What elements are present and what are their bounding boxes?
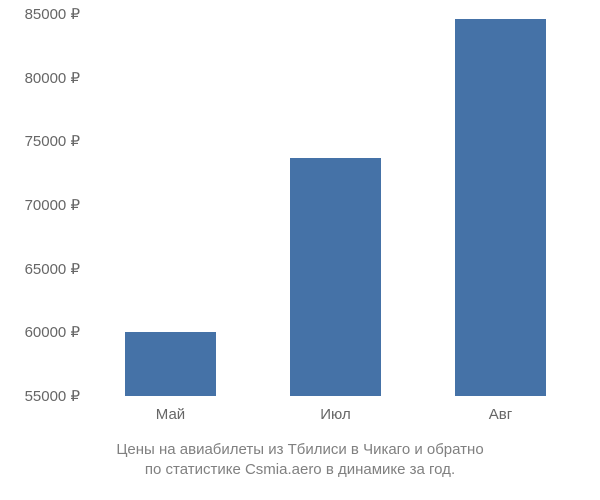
x-tick-label: Май bbox=[156, 396, 185, 423]
y-tick-label: 80000 ₽ bbox=[25, 69, 88, 87]
x-tick-label: Авг bbox=[489, 396, 512, 423]
y-tick-label: 60000 ₽ bbox=[25, 323, 88, 341]
price-chart: 55000 ₽ 60000 ₽ 65000 ₽ 70000 ₽ 75000 ₽ 80000… bbox=[0, 0, 600, 500]
y-tick-label: 85000 ₽ bbox=[25, 5, 88, 23]
y-tick-label: 70000 ₽ bbox=[25, 196, 88, 214]
chart-caption: Цены на авиабилеты из Тбилиси в Чикаго и… bbox=[0, 440, 600, 481]
bar bbox=[125, 332, 216, 396]
x-tick-label: Июл bbox=[320, 396, 350, 423]
plot-area: 55000 ₽60000 ₽65000 ₽70000 ₽75000 ₽80000… bbox=[88, 14, 583, 396]
y-tick-label: 55000 ₽ bbox=[25, 387, 88, 405]
y-tick-label: 65000 ₽ bbox=[25, 260, 88, 278]
bar bbox=[455, 19, 546, 396]
bar bbox=[290, 158, 381, 396]
y-tick-label: 75000 ₽ bbox=[25, 132, 88, 150]
